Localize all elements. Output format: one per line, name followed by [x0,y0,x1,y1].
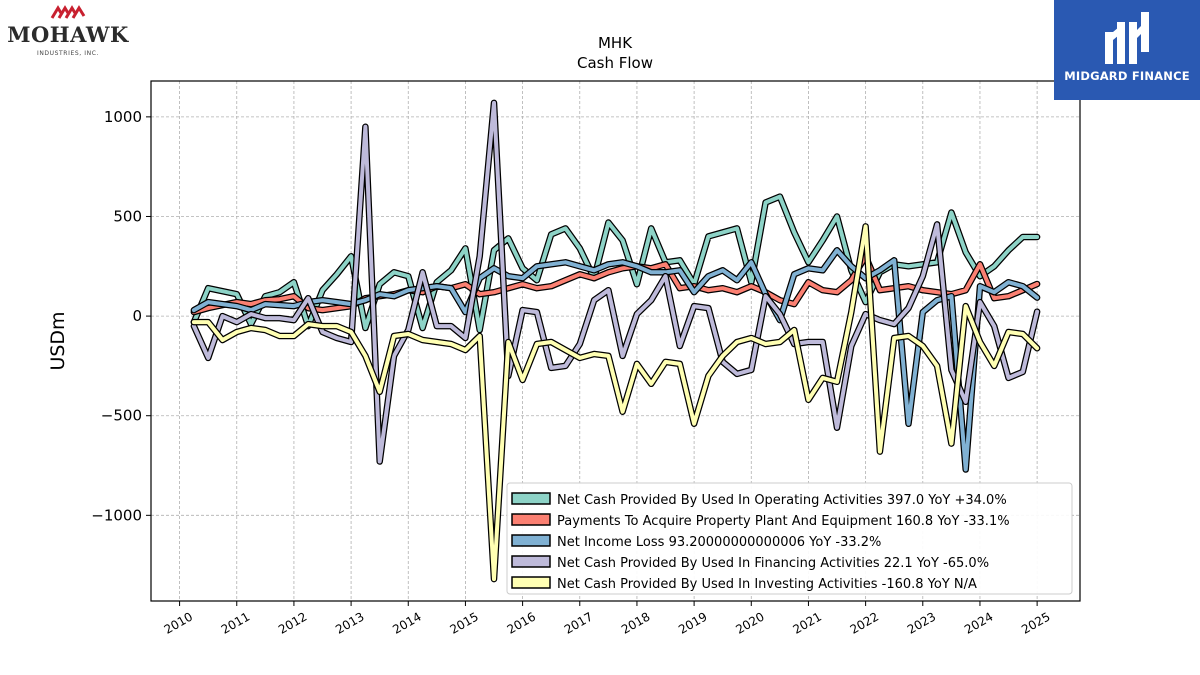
x-tick-label: 2020 [733,609,766,636]
legend-label: Net Cash Provided By Used In Investing A… [557,577,977,592]
y-tick-label: 500 [113,207,142,225]
chart-subtitle: Cash Flow [577,54,653,72]
legend-label: Net Cash Provided By Used In Operating A… [557,493,1007,508]
midgard-monogram-icon [1105,12,1149,64]
x-tick-label: 2014 [390,609,423,636]
x-tick-label: 2017 [562,609,595,636]
y-tick-label: 1000 [104,108,142,126]
legend-swatch [511,555,551,568]
x-tick-label: 2010 [162,609,195,636]
y-tick-label: 0 [132,307,142,325]
x-tick-label: 2022 [848,609,881,636]
x-tick-label: 2019 [676,609,709,636]
legend-swatch [511,513,551,526]
x-tick-label: 2015 [447,609,480,636]
midgard-finance-logo: MIDGARD FINANCE [1054,0,1200,100]
x-tick-label: 2024 [962,609,995,636]
x-tick-label: 2013 [333,609,366,636]
legend-label: Net Cash Provided By Used In Financing A… [557,556,989,571]
x-tick-label: 2025 [1019,609,1052,636]
legend-swatch [511,492,551,505]
y-tick-label: −1000 [91,506,142,524]
x-axis-ticks: 2010 2011 2012 2013 2014 2015 2016 2017 2018 2019… [162,601,1053,637]
chart-title: MHK [598,34,633,52]
midgard-logo-name: MIDGARD FINANCE [1064,69,1190,83]
y-axis-label: USDm [47,311,69,370]
x-tick-label: 2021 [790,609,823,636]
legend: Net Cash Provided By Used In Operating A… [506,482,1073,595]
legend-label: Payments To Acquire Property Plant And E… [557,514,1010,529]
series-line-3 [191,100,1040,464]
plot-area [150,80,1081,602]
series-line-4 [191,224,1040,582]
x-tick-label: 2023 [905,609,938,636]
x-tick-label: 2016 [505,609,538,636]
x-tick-label: 2018 [619,609,652,636]
series-lines [190,99,1041,583]
legend-label: Net Income Loss 93.20000000000006 YoY -3… [557,535,881,550]
mohawk-chevron-icon [50,5,86,19]
legend-swatch [511,534,551,547]
mohawk-logo-name: MOHAWK [7,22,129,47]
y-tick-label: −500 [101,407,142,425]
x-tick-label: 2011 [219,609,252,636]
series-line-2 [191,248,1040,472]
mohawk-logo-subtitle: INDUSTRIES, INC. [36,50,100,57]
series-line-outline-2 [190,247,1041,473]
x-tick-label: 2012 [276,609,309,636]
legend-swatch [511,576,551,589]
mohawk-logo: MOHAWK INDUSTRIES, INC. [4,4,132,60]
y-axis-ticks: 1000 500 0 −500 −1000 [91,108,151,524]
legend-box [506,482,1073,595]
